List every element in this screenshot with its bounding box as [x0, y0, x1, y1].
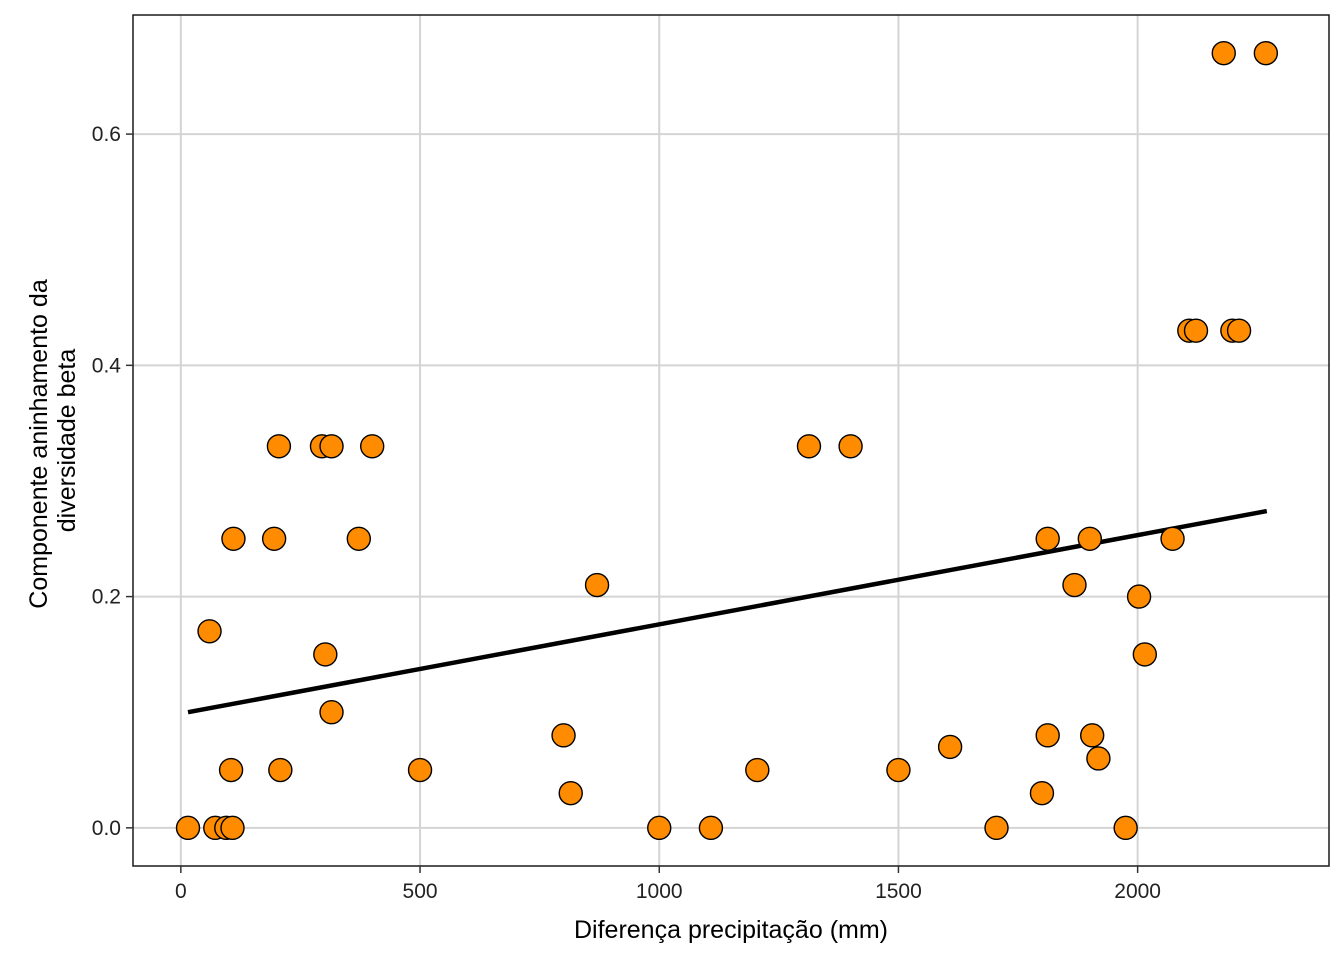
x-tick-label: 0 — [175, 880, 187, 903]
x-tick-label: 500 — [403, 880, 438, 903]
data-point — [796, 434, 822, 459]
data-point — [1132, 642, 1158, 667]
data-point — [407, 757, 433, 783]
data-point — [1160, 526, 1185, 551]
y-tick-label: 0.6 — [92, 123, 121, 146]
data-point — [551, 723, 576, 748]
data-point — [319, 434, 344, 459]
data-point — [1029, 780, 1055, 806]
data-point — [558, 780, 583, 806]
data-point — [838, 434, 863, 459]
data-point — [1086, 746, 1111, 771]
data-point — [647, 815, 672, 841]
data-point — [313, 642, 338, 667]
data-point — [1126, 584, 1152, 609]
data-point — [360, 434, 385, 459]
data-point — [1183, 318, 1209, 343]
data-point — [218, 757, 244, 783]
data-point — [745, 757, 770, 783]
data-point — [261, 526, 287, 551]
data-point — [197, 619, 222, 644]
x-tick-label: 1000 — [636, 880, 683, 903]
data-point — [886, 757, 911, 783]
data-point — [984, 815, 1009, 841]
data-point — [698, 815, 724, 841]
data-point — [1035, 526, 1060, 551]
data-point — [175, 815, 201, 841]
y-tick-label: 0.2 — [92, 586, 121, 609]
y-axis-title: Componente aninhamento da diversidade be… — [25, 272, 81, 608]
data-point — [1226, 318, 1252, 343]
x-tick-label: 1500 — [875, 880, 922, 903]
data-point — [266, 434, 292, 459]
plot-frame — [132, 14, 1330, 867]
data-point — [1113, 815, 1138, 841]
y-axis-title-line-2: diversidade beta — [53, 349, 81, 533]
data-point — [1079, 723, 1105, 748]
data-point — [319, 700, 344, 725]
data-point — [1062, 572, 1087, 598]
y-tick-label: 0.4 — [92, 354, 122, 377]
x-axis-ticks: 0 500 1000 1500 2000 — [175, 866, 1161, 903]
data-point — [1211, 40, 1236, 66]
data-point — [1077, 526, 1103, 551]
data-point — [1035, 723, 1060, 748]
grid-lines — [133, 15, 1329, 866]
y-axis-ticks: 0.0 0.2 0.4 0.6 — [92, 123, 133, 840]
data-point — [220, 815, 245, 841]
data-point — [221, 526, 246, 551]
data-point — [346, 526, 372, 551]
data-points — [175, 40, 1279, 841]
data-point — [584, 572, 610, 598]
data-point — [268, 757, 293, 783]
x-axis-title: Diferença precipitação (mm) — [574, 916, 888, 944]
y-tick-label: 0.0 — [92, 817, 121, 840]
y-axis-title-line-1: Componente aninhamento da — [25, 279, 53, 609]
x-tick-label: 2000 — [1114, 880, 1161, 903]
data-point — [1253, 40, 1279, 66]
data-point — [937, 734, 963, 760]
